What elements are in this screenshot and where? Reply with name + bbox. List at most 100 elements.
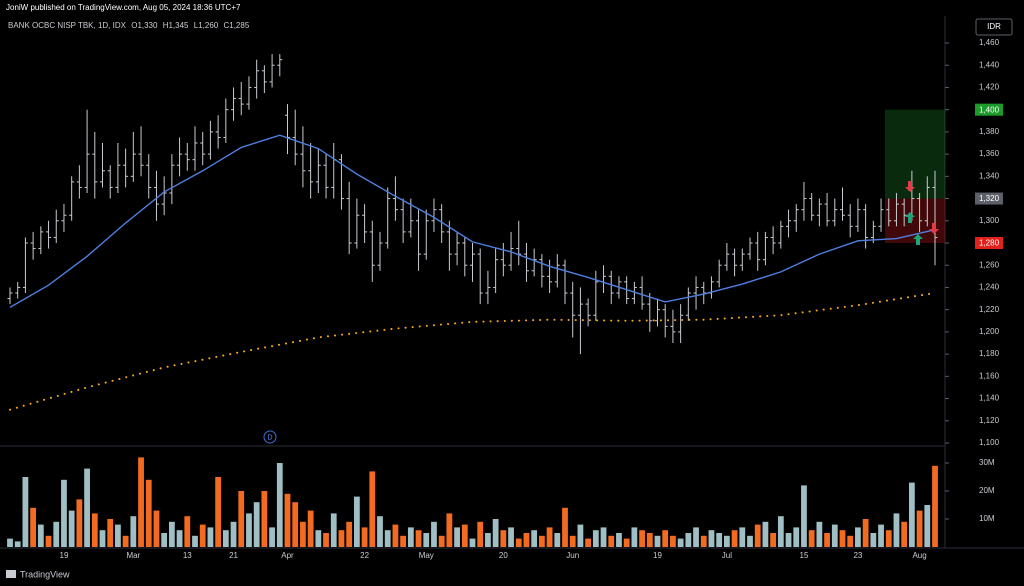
y-tick-label: 1,220 <box>979 305 1000 314</box>
price-label-box <box>975 192 1003 205</box>
volume-bar <box>377 516 383 547</box>
x-tick-label: 21 <box>229 551 238 560</box>
volume-bar <box>22 477 29 547</box>
volume-bar <box>446 513 453 547</box>
volume-bar <box>246 513 252 547</box>
volume-bar <box>215 477 222 547</box>
x-tick-label: Apr <box>281 551 294 560</box>
volume-bar <box>731 530 738 547</box>
volume-bar <box>276 463 283 547</box>
y-tick-label: 1,440 <box>979 60 1000 69</box>
volume-bar <box>130 516 137 547</box>
volume-bar <box>238 491 245 547</box>
volume-bar <box>577 524 584 547</box>
legend-value: 1,345 <box>168 21 189 30</box>
volume-bar <box>407 527 414 547</box>
currency[interactable]: IDR <box>987 22 1001 31</box>
volume-bar <box>438 535 445 547</box>
y-tick-label: 1,200 <box>979 327 1000 336</box>
x-tick-label: Mar <box>126 551 140 560</box>
volume-bar <box>454 527 460 547</box>
y-tick-label: 1,240 <box>979 283 1000 292</box>
volume-bar <box>68 510 75 547</box>
currency-box[interactable] <box>975 18 1013 36</box>
volume-bar <box>747 535 753 547</box>
volume-bar <box>37 524 44 547</box>
ema-line <box>9 134 936 309</box>
volume-bar <box>469 538 476 547</box>
y-tick-label: 1,420 <box>979 83 1000 92</box>
legend-value: 1,330 <box>137 21 158 30</box>
volume-bar <box>392 524 399 547</box>
volume-bar <box>770 533 777 547</box>
volume-tick-label: 20M <box>979 486 995 495</box>
x-tick-label: 20 <box>499 551 508 560</box>
volume-bar <box>677 538 684 547</box>
legend-key: H <box>163 21 169 30</box>
volume-bar <box>538 535 545 547</box>
volume-bar <box>300 521 306 547</box>
volume-bar <box>785 533 792 547</box>
volume-bar <box>269 527 275 547</box>
volume-bar <box>808 530 815 547</box>
volume-bar <box>600 527 607 547</box>
volume-bar <box>330 513 337 547</box>
x-tick-label: 23 <box>853 551 862 560</box>
volume-bar <box>616 533 622 547</box>
volume-bar <box>754 524 761 547</box>
volume-bar <box>477 521 484 547</box>
dividend-circle[interactable] <box>263 430 277 444</box>
moving-average-line <box>9 292 936 411</box>
dividend-marker[interactable]: D <box>267 434 272 441</box>
footer: TradingView <box>20 569 70 579</box>
volume-bar <box>7 538 13 547</box>
volume-bar <box>176 530 183 547</box>
volume-bar <box>14 541 21 547</box>
y-tick-label: 1,460 <box>979 38 1000 47</box>
volume-bar <box>45 535 52 547</box>
y-tick-label: 1,380 <box>979 127 1000 136</box>
price-label-box <box>975 103 1003 116</box>
volume-bar <box>261 491 268 547</box>
volume-bar <box>415 530 422 547</box>
volume-bar <box>623 538 630 547</box>
volume-bar <box>893 513 900 547</box>
volume-bar <box>716 533 723 547</box>
volume-bar <box>739 527 746 547</box>
volume-bar <box>870 533 877 547</box>
volume-bar <box>631 527 638 547</box>
volume-bar <box>824 533 830 547</box>
volume-bar <box>284 493 291 547</box>
volume-bar <box>562 507 568 547</box>
published-note: JoniW published on TradingView.com, Aug … <box>6 3 241 12</box>
target-zone <box>885 109 945 199</box>
volume-bar <box>199 524 206 547</box>
y-tick-label: 1,360 <box>979 149 1000 158</box>
y-tick-label: 1,120 <box>979 416 1000 425</box>
x-tick-label: Jun <box>566 551 579 560</box>
volume-bar <box>654 535 661 547</box>
x-tick-label: May <box>419 551 434 560</box>
volume-bar <box>608 535 615 547</box>
volume-bar <box>361 527 368 547</box>
volume-bar <box>801 485 807 547</box>
volume-bar <box>485 533 491 547</box>
volume-bar <box>523 533 530 547</box>
volume-bar <box>546 527 553 547</box>
volume-bar <box>207 527 214 547</box>
volume-bar <box>400 535 407 547</box>
volume-bar <box>855 527 861 547</box>
volume-bar <box>492 519 499 547</box>
volume-bar <box>461 524 468 547</box>
symbol: BANK OCBC NISP TBK, 1D, IDX <box>8 21 127 30</box>
volume-bar <box>569 535 576 547</box>
volume-bar <box>762 521 769 547</box>
volume-bar <box>230 521 237 547</box>
volume-bar <box>346 521 353 547</box>
volume-bar <box>145 479 152 547</box>
volume-bar <box>53 521 60 547</box>
volume-bar <box>168 521 175 547</box>
volume-bar <box>307 510 314 547</box>
